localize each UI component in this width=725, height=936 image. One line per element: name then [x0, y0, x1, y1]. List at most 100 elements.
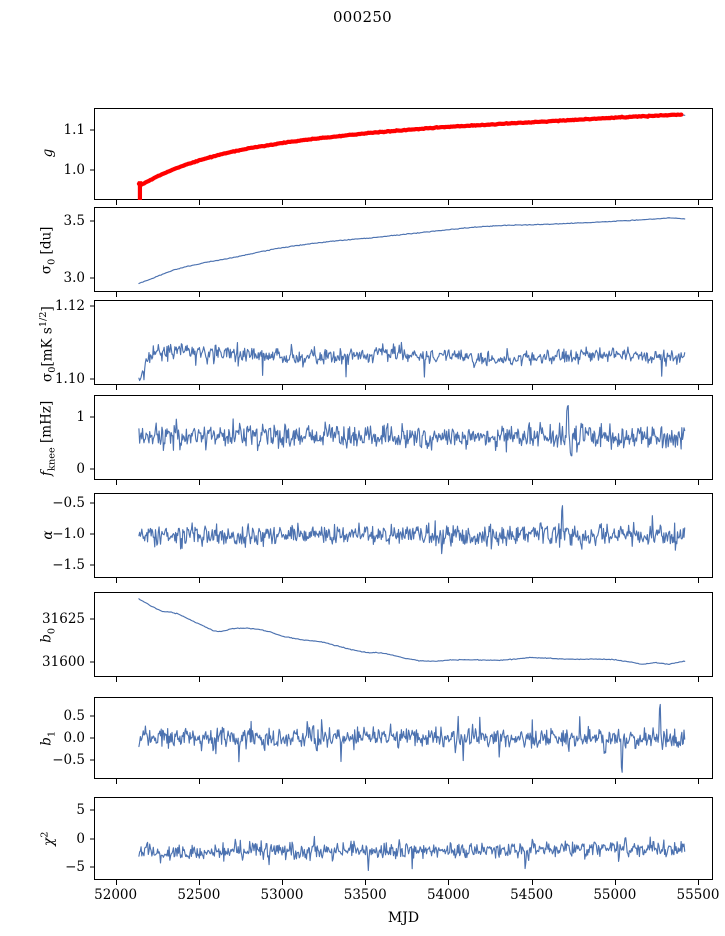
x-tick-mark	[531, 385, 533, 390]
y-axis-label-0: g	[40, 148, 56, 158]
x-tick-mark	[365, 677, 367, 682]
y-tick-mark	[89, 502, 94, 504]
x-tick-mark	[282, 880, 284, 885]
x-tick-mark	[282, 292, 284, 297]
x-tick-mark	[614, 200, 616, 205]
y-tick-label: 1	[76, 408, 85, 425]
x-tick-mark	[198, 578, 200, 583]
y-tick-mark	[89, 838, 94, 839]
plot-area	[138, 404, 686, 457]
page-title: 000250	[332, 8, 393, 26]
x-tick-mark	[448, 880, 450, 885]
x-tick-mark	[115, 677, 117, 682]
y-tick-label: 1.12	[54, 297, 85, 314]
plot-area	[138, 505, 686, 555]
x-tick-mark	[365, 779, 367, 784]
chart-panel-5: 31600 31625 b0	[39, 592, 713, 682]
x-tick-label: 55000	[593, 887, 637, 903]
x-tick-mark	[365, 880, 367, 885]
x-tick-mark	[198, 385, 200, 390]
plot-area	[138, 703, 686, 773]
x-tick-mark	[282, 200, 284, 205]
x-tick-mark	[448, 779, 450, 784]
y-tick-mark	[89, 533, 94, 535]
y-tick-mark	[89, 564, 94, 566]
x-tick-mark	[698, 385, 700, 390]
x-tick-mark	[198, 480, 200, 485]
y-tick-mark	[89, 169, 94, 171]
y-tick-label: 3.5	[63, 212, 85, 229]
x-tick-label: 54000	[426, 887, 470, 903]
y-tick-label: −5	[65, 859, 85, 876]
y-tick-mark	[89, 305, 94, 307]
x-tick-mark	[282, 677, 284, 682]
series-line-g-fit-red-	[136, 112, 684, 187]
x-tick-mark	[531, 578, 533, 583]
x-tick-mark	[614, 480, 616, 485]
x-tick-mark	[698, 779, 700, 784]
plot-area	[138, 341, 686, 382]
y-axis-label-2: σ0[mK s1/2]	[37, 305, 59, 382]
x-tick-mark	[448, 385, 450, 390]
x-tick-mark	[198, 677, 200, 682]
x-tick-mark	[531, 292, 533, 297]
x-tick-mark	[448, 480, 450, 485]
x-tick-mark	[115, 385, 117, 390]
x-tick-mark	[115, 880, 117, 885]
plot-area	[138, 217, 686, 285]
y-tick-mark	[89, 220, 94, 222]
x-tick-mark	[614, 385, 616, 390]
series-line-sigma0-mks	[138, 341, 686, 382]
chart-panel-0: 1.0 1.1 g	[40, 108, 713, 205]
x-tick-mark	[365, 578, 367, 583]
x-tick-mark	[531, 779, 533, 784]
y-axis-label-7: χ2	[39, 831, 57, 846]
x-tick-mark	[115, 200, 117, 205]
chart-panel-3: 0 1 fknee [mHz]	[39, 395, 713, 485]
x-tick-mark	[448, 578, 450, 583]
x-tick-label: 53500	[343, 887, 387, 903]
y-tick-label: 0	[76, 460, 85, 477]
x-tick-mark	[698, 200, 700, 205]
x-tick-mark	[282, 385, 284, 390]
series-line-b0	[138, 598, 686, 666]
y-axis-label-5: b0	[38, 627, 58, 643]
y-tick-label: −0.5	[52, 495, 85, 512]
y-tick-mark	[89, 618, 94, 620]
series-line-chi2	[138, 835, 686, 872]
x-tick-mark	[198, 779, 200, 784]
plot-area	[138, 835, 686, 872]
x-tick-mark	[614, 779, 616, 784]
x-tick-mark	[115, 292, 117, 297]
y-tick-label: 0	[76, 830, 85, 847]
x-tick-label: 53000	[260, 887, 304, 903]
y-tick-label: −1.0	[52, 525, 85, 542]
x-tick-mark	[115, 578, 117, 583]
series-line-sigma0-du	[138, 217, 686, 285]
y-axis-label-1: σ0 [du]	[38, 226, 58, 274]
y-tick-mark	[89, 129, 94, 131]
y-tick-label: 3.0	[63, 270, 85, 287]
y-tick-label: 31625	[42, 611, 85, 628]
y-axis-label-4: α	[40, 529, 56, 540]
x-tick-mark	[115, 480, 117, 485]
x-tick-mark	[448, 200, 450, 205]
x-tick-mark	[698, 578, 700, 583]
x-tick-mark	[198, 880, 200, 885]
x-tick-mark	[365, 200, 367, 205]
x-tick-mark	[282, 578, 284, 583]
x-tick-label: 52000	[94, 887, 138, 903]
x-tick-mark	[614, 677, 616, 682]
series-line-g	[138, 114, 686, 186]
y-axis-label-3: fknee [mHz]	[38, 400, 58, 476]
x-tick-mark	[365, 480, 367, 485]
y-tick-mark	[89, 416, 94, 418]
x-tick-label: 54500	[510, 887, 554, 903]
x-tick-mark	[698, 880, 700, 885]
x-tick-mark	[282, 480, 284, 485]
y-tick-label: 0.0	[63, 730, 85, 746]
plot-area	[138, 598, 686, 666]
y-tick-mark	[89, 809, 94, 811]
x-tick-label: 55500	[676, 887, 720, 903]
